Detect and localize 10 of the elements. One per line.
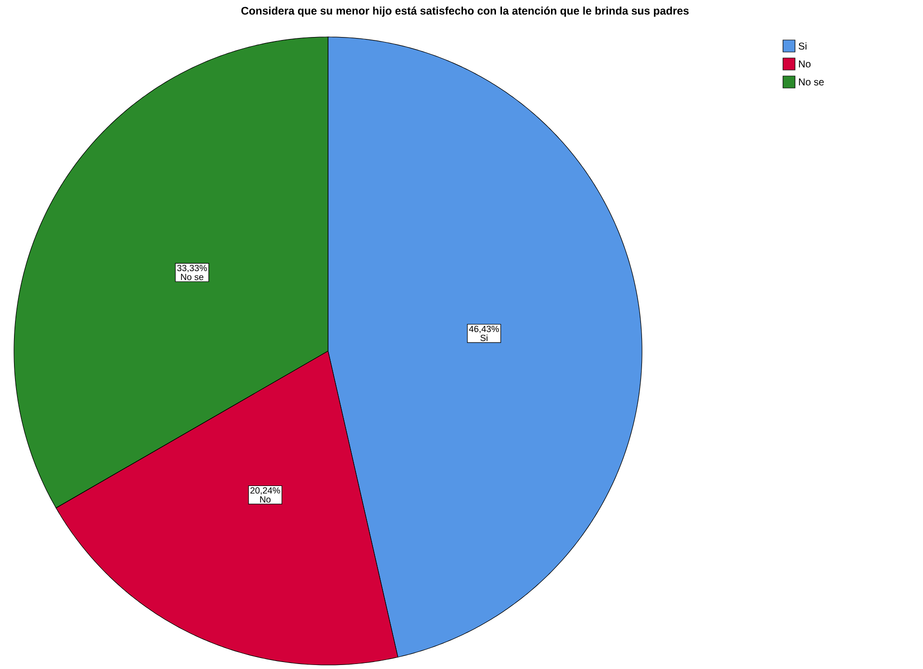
slice-label: No se [181, 274, 204, 280]
slice-label: No [260, 496, 271, 503]
chart-title: Considera que su menor hijo está satisfecho con la atención que le brinda sus padres [241, 6, 689, 17]
data-label: 33,33% [177, 264, 207, 272]
slice-label: Si [480, 334, 488, 342]
legend-label: No [799, 60, 811, 68]
data-label: 46,43% [469, 326, 499, 334]
legend-label: No se [799, 78, 824, 86]
legend-label: Si [798, 42, 806, 50]
data-label: 20,24% [250, 487, 280, 495]
